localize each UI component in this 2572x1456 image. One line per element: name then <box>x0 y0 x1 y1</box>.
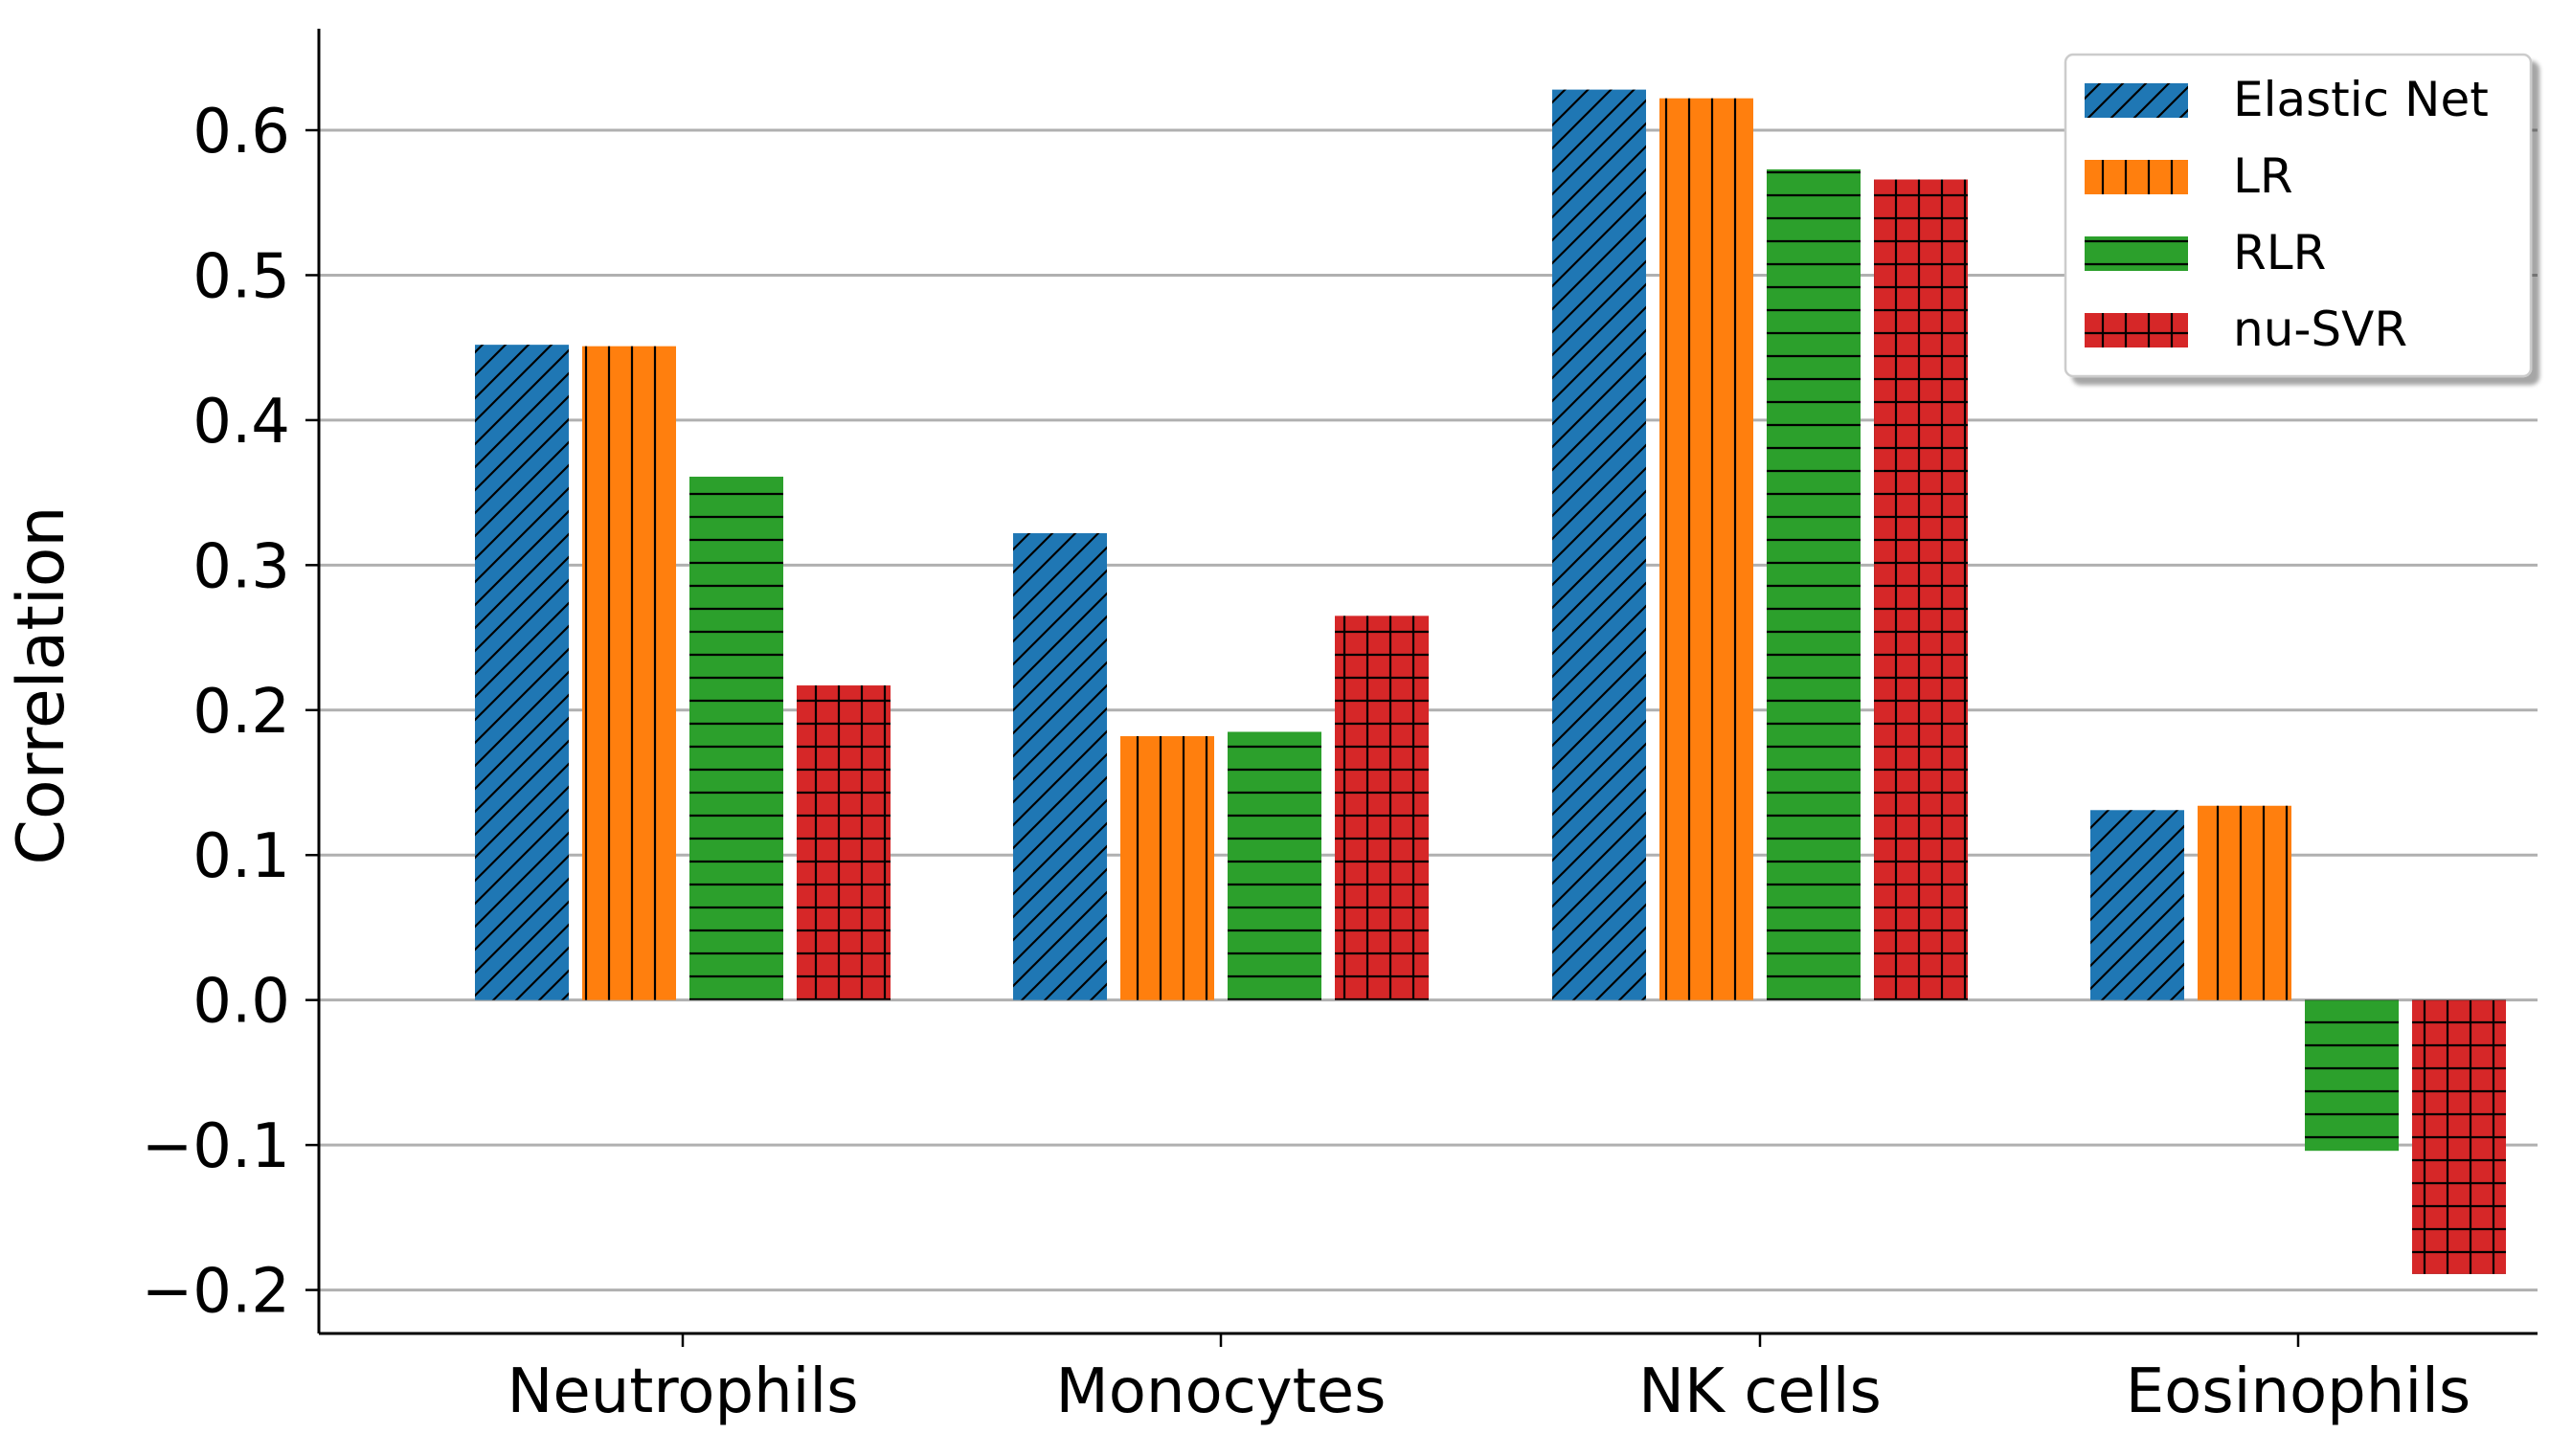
bar-hatch <box>1228 731 1321 1000</box>
bar-rlr-monocytes <box>1228 731 1321 1000</box>
bar-hatch <box>1767 168 1861 1000</box>
bar-hatch <box>1874 179 1968 1000</box>
x-axis-ticks: Neutrophils Monocytes NK cells Eosinophils <box>507 1333 2470 1427</box>
bar-hatch <box>1335 616 1429 1000</box>
legend-item-rlr: RLR <box>2085 225 2326 280</box>
y-tick-label: −0.1 <box>142 1111 290 1182</box>
x-tick-label: Monocytes <box>1056 1356 1387 1427</box>
legend-box <box>2064 53 2533 378</box>
bar-hatch <box>2412 999 2506 1274</box>
bars <box>475 89 2506 1274</box>
y-tick-label: 0.1 <box>192 821 290 892</box>
bar-hatch <box>1659 98 1753 1000</box>
legend-swatch-hatch <box>2085 313 2188 347</box>
legend-item-lr: LR <box>2085 148 2293 204</box>
bar-elastic-net-nk-cells <box>1552 89 1646 1000</box>
legend-label: RLR <box>2233 225 2326 280</box>
legend-item-elastic-net: Elastic Net <box>2085 72 2489 127</box>
y-tick-label: 0.5 <box>192 241 290 312</box>
axes <box>317 29 2538 1335</box>
bar-hatch <box>797 685 891 1000</box>
bar-nu-svr-neutrophils <box>797 685 891 1000</box>
y-tick-label: −0.2 <box>142 1257 290 1328</box>
bar-rlr-neutrophils <box>689 476 783 1000</box>
bar-hatch <box>1013 533 1107 1000</box>
y-axis-label: Correlation <box>4 506 79 865</box>
legend-label: Elastic Net <box>2233 72 2489 127</box>
bar-elastic-net-eosinophils <box>2090 810 2184 1000</box>
y-tick-label: 0.6 <box>192 97 290 168</box>
y-tick-label: 0.3 <box>192 531 290 602</box>
bar-hatch <box>2090 810 2184 1000</box>
x-tick-label: Eosinophils <box>2126 1356 2471 1427</box>
x-tick-label: NK cells <box>1638 1356 1882 1427</box>
bar-elastic-net-neutrophils <box>475 345 569 1000</box>
y-tick-label: 0.0 <box>192 967 290 1038</box>
bar-hatch <box>1120 736 1214 1000</box>
bar-rlr-eosinophils <box>2305 999 2399 1152</box>
legend-label: LR <box>2233 148 2293 204</box>
bar-hatch <box>475 345 569 1000</box>
legend-swatch-hatch <box>2085 83 2188 118</box>
legend-swatch-hatch <box>2085 160 2188 194</box>
legend-item-nu-svr: nu-SVR <box>2085 302 2407 357</box>
y-tick-label: 0.2 <box>192 677 290 748</box>
bar-lr-neutrophils <box>582 346 676 1000</box>
bar-nu-svr-nk-cells <box>1874 179 1968 1000</box>
legend: Elastic Net LR RLR nu-SVR <box>2064 53 2533 378</box>
y-axis-ticks: −0.2 −0.1 0.0 0.1 0.2 0.3 0.4 0.5 0.6 <box>142 97 319 1328</box>
bar-nu-svr-monocytes <box>1335 616 1429 1000</box>
bar-lr-monocytes <box>1120 736 1214 1000</box>
x-tick-label: Neutrophils <box>507 1356 858 1427</box>
legend-label: nu-SVR <box>2233 302 2407 357</box>
bar-hatch <box>1552 89 1646 1000</box>
bar-hatch <box>2198 805 2291 1000</box>
bar-hatch <box>2305 999 2399 1152</box>
bar-elastic-net-monocytes <box>1013 533 1107 1000</box>
bar-lr-nk-cells <box>1659 98 1753 1000</box>
legend-swatch-hatch <box>2085 236 2188 271</box>
bar-hatch <box>689 476 783 1000</box>
y-tick-label: 0.4 <box>192 387 290 458</box>
bar-nu-svr-eosinophils <box>2412 999 2506 1274</box>
bar-hatch <box>582 346 676 1000</box>
bar-lr-eosinophils <box>2198 805 2291 1000</box>
bar-rlr-nk-cells <box>1767 168 1861 1000</box>
